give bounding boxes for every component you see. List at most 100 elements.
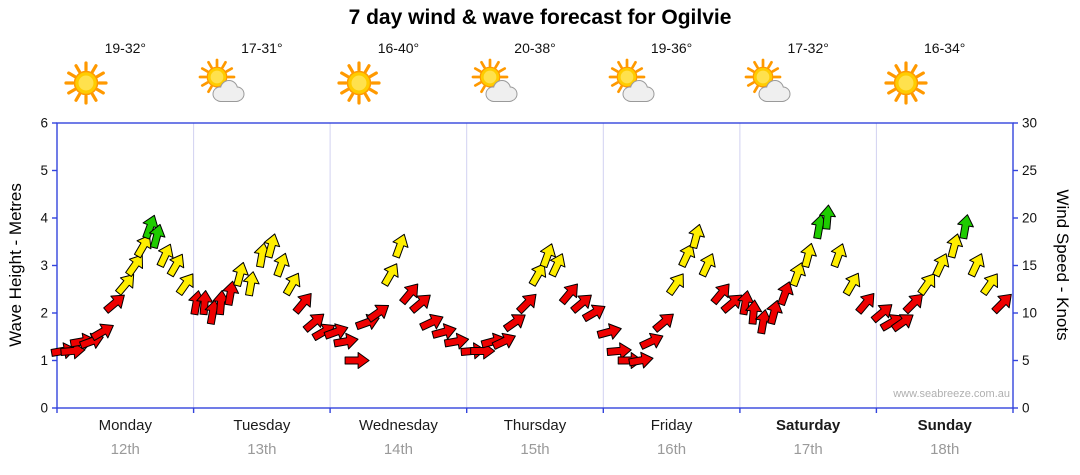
wind-arrow bbox=[142, 214, 159, 240]
wind-arrow bbox=[409, 294, 431, 314]
day-header-sunday: 16-34° bbox=[880, 40, 1010, 108]
sun-cloud-icon bbox=[608, 58, 655, 102]
wind-arrow bbox=[263, 233, 281, 259]
wind-arrow bbox=[443, 332, 470, 350]
wind-arrow bbox=[570, 294, 592, 314]
wind-arrow bbox=[698, 253, 716, 278]
right-tick-label: 15 bbox=[1022, 258, 1037, 273]
day-label-wednesday: Wednesday bbox=[358, 417, 438, 434]
right-tick-label: 0 bbox=[1022, 401, 1030, 416]
left-tick-label: 4 bbox=[40, 211, 48, 226]
temp-range: 17-31° bbox=[241, 40, 283, 56]
wind-arrow bbox=[830, 243, 847, 269]
wind-arrow bbox=[491, 332, 516, 350]
day-header-friday: 19-36° bbox=[607, 40, 737, 108]
wind-arrow bbox=[558, 283, 578, 306]
left-axis-label: Wave Height - Metres bbox=[6, 183, 25, 347]
temp-range: 17-32° bbox=[787, 40, 829, 56]
day-date-monday: 12th bbox=[110, 441, 140, 458]
wind-arrow bbox=[212, 290, 230, 316]
temp-range: 19-32° bbox=[104, 40, 146, 56]
wind-arrow bbox=[392, 233, 409, 259]
wind-arrow bbox=[431, 323, 457, 340]
wind-arrow bbox=[606, 342, 632, 360]
wind-arrow bbox=[539, 243, 557, 269]
day-label-tuesday: Tuesday bbox=[233, 417, 291, 434]
right-tick-label: 10 bbox=[1022, 306, 1037, 321]
day-label-friday: Friday bbox=[650, 417, 693, 434]
wind-arrow bbox=[870, 304, 893, 324]
sun-cloud-icon bbox=[471, 58, 518, 102]
cloud bbox=[212, 80, 245, 102]
right-axis-label: Wind Speed - Knots bbox=[1053, 189, 1072, 341]
day-header-monday: 19-32° bbox=[60, 40, 190, 108]
wind-arrow bbox=[639, 332, 664, 350]
sun-core bbox=[337, 61, 382, 105]
temp-range: 20-38° bbox=[514, 40, 556, 56]
wind-arrow bbox=[548, 253, 566, 278]
day-header-thursday: 20-38° bbox=[470, 40, 600, 108]
wind-arrow bbox=[528, 263, 547, 287]
sun-core bbox=[884, 61, 928, 105]
wind-arrow bbox=[292, 293, 312, 315]
wind-arrow bbox=[720, 294, 743, 314]
wind-arrow bbox=[666, 273, 684, 297]
wind-arrow bbox=[710, 283, 730, 306]
right-tick-label: 5 bbox=[1022, 353, 1030, 368]
sun-core bbox=[471, 58, 509, 96]
sun-cloud-icon bbox=[198, 58, 245, 102]
day-date-friday: 16th bbox=[656, 441, 687, 458]
sunny-icon bbox=[884, 61, 928, 105]
right-tick-label: 25 bbox=[1022, 163, 1037, 178]
day-date-thursday: 15th bbox=[520, 441, 550, 458]
wind-arrow bbox=[273, 252, 290, 278]
wind-arrow bbox=[366, 304, 390, 323]
wind-arrow bbox=[115, 274, 135, 296]
left-tick-label: 0 bbox=[40, 401, 48, 416]
wind-arrow bbox=[917, 273, 936, 297]
day-header-saturday: 17-32° bbox=[743, 40, 873, 108]
wind-arrow bbox=[932, 253, 950, 278]
wind-arrow bbox=[800, 242, 817, 269]
sunny-icon bbox=[64, 61, 108, 105]
left-tick-label: 6 bbox=[40, 116, 48, 131]
wind-arrow bbox=[678, 243, 696, 268]
left-tick-label: 5 bbox=[40, 163, 48, 178]
wind-arrow bbox=[842, 272, 861, 297]
watermark: www.seabreeze.com.au bbox=[893, 388, 1010, 400]
day-label-monday: Monday bbox=[98, 417, 152, 434]
wind-arrow bbox=[381, 263, 399, 287]
wind-arrow bbox=[419, 313, 444, 331]
wind-arrow bbox=[232, 261, 249, 288]
chart-title: 7 day wind & wave forecast for Ogilvie bbox=[348, 6, 732, 29]
wind-arrow bbox=[967, 253, 985, 278]
day-label-sunday: Sunday bbox=[917, 417, 972, 434]
wind-arrow bbox=[323, 323, 349, 340]
wind-arrow bbox=[946, 233, 964, 259]
temp-range: 16-34° bbox=[924, 40, 966, 56]
day-label-thursday: Thursday bbox=[503, 417, 567, 434]
wind-arrow bbox=[688, 223, 705, 250]
day-date-wednesday: 14th bbox=[383, 441, 414, 458]
sun-core bbox=[64, 61, 108, 105]
cloud bbox=[758, 80, 791, 102]
day-header-wednesday: 16-40° bbox=[333, 40, 463, 108]
wind-arrow bbox=[855, 293, 875, 315]
plot-frame bbox=[56, 122, 1014, 409]
wind-arrow bbox=[242, 271, 260, 297]
wind-arrow bbox=[196, 290, 214, 316]
wind-arrow bbox=[282, 272, 301, 297]
day-label-saturday: Saturday bbox=[776, 417, 841, 434]
wind-arrow bbox=[737, 290, 755, 316]
wind-arrow bbox=[766, 299, 783, 326]
sun-cloud-icon bbox=[744, 58, 791, 102]
wind-arrow bbox=[902, 293, 923, 315]
cloud bbox=[622, 80, 655, 102]
wind-arrow bbox=[90, 323, 114, 342]
left-tick-label: 1 bbox=[40, 353, 48, 368]
wind-arrow bbox=[777, 281, 794, 307]
wind-arrow bbox=[745, 299, 763, 325]
wind-arrow bbox=[991, 293, 1012, 315]
wind-arrow bbox=[628, 351, 654, 369]
